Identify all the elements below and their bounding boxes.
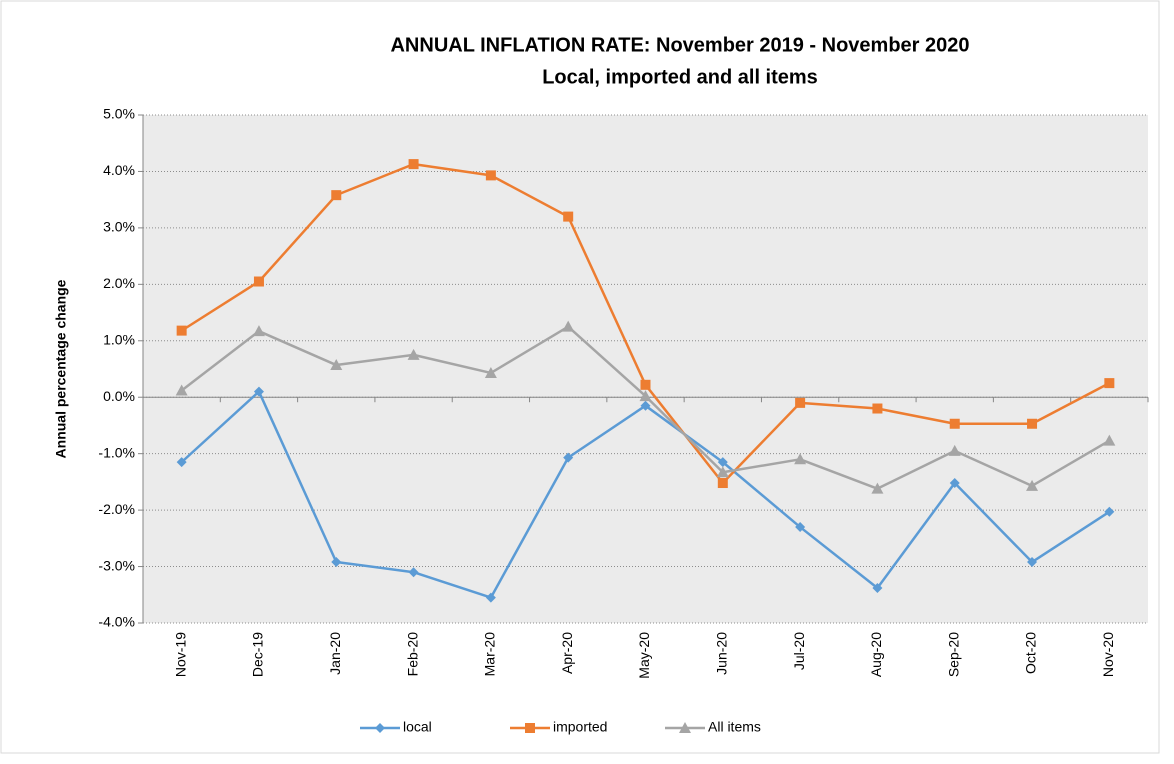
data-point <box>640 400 651 411</box>
data-point <box>1103 434 1116 446</box>
x-tick-label: Jun-20 <box>714 632 730 675</box>
x-tick-label: Aug-20 <box>868 632 884 677</box>
x-tick-label: Jul-20 <box>791 632 807 670</box>
chart-title: ANNUAL INFLATION RATE: November 2019 - N… <box>390 34 969 56</box>
y-tick-label: 1.0% <box>103 331 135 347</box>
x-tick-label: Dec-19 <box>250 632 266 677</box>
y-tick-label: -4.0% <box>98 614 135 630</box>
legend-label: imported <box>553 719 607 735</box>
x-tick-label: Nov-19 <box>172 632 188 677</box>
legend-label: local <box>403 719 432 735</box>
data-point <box>253 276 264 287</box>
data-point <box>331 190 342 201</box>
data-point <box>331 557 342 568</box>
data-point <box>562 320 575 332</box>
data-point <box>872 583 883 594</box>
y-tick-label: -1.0% <box>98 444 135 460</box>
data-point <box>253 386 264 397</box>
y-tick-label: 4.0% <box>103 162 135 178</box>
data-point <box>640 379 651 390</box>
data-point <box>1026 479 1039 491</box>
data-point <box>176 457 187 468</box>
y-tick-label: 0.0% <box>103 388 135 404</box>
x-tick-label: Jan-20 <box>327 632 343 675</box>
chart-subtitle: Local, imported and all items <box>542 66 818 88</box>
x-tick-label: Mar-20 <box>482 632 498 677</box>
legend-marker <box>375 723 385 733</box>
data-point <box>872 403 883 414</box>
data-point <box>1104 378 1115 389</box>
data-point <box>252 325 265 337</box>
data-point <box>563 452 574 463</box>
data-point <box>795 397 806 408</box>
y-tick-label: 2.0% <box>103 275 135 291</box>
data-point <box>639 390 652 402</box>
data-point <box>1027 557 1038 568</box>
y-tick-label: -3.0% <box>98 557 135 573</box>
x-tick-label: May-20 <box>636 632 652 679</box>
data-point <box>1104 506 1115 517</box>
data-point <box>330 359 343 371</box>
data-point <box>871 482 884 494</box>
data-point <box>717 457 728 468</box>
data-point <box>485 592 496 603</box>
x-tick-label: Feb-20 <box>404 632 420 677</box>
data-point <box>949 418 960 429</box>
data-point <box>795 522 806 533</box>
x-tick-label: Nov-20 <box>1100 632 1116 677</box>
data-point <box>949 478 960 489</box>
data-point <box>563 211 574 222</box>
y-tick-label: 5.0% <box>103 106 135 122</box>
data-point <box>408 567 419 578</box>
legend-marker <box>679 722 691 733</box>
data-point <box>407 348 420 360</box>
y-tick-label: 3.0% <box>103 219 135 235</box>
x-tick-label: Oct-20 <box>1023 632 1039 674</box>
data-point <box>1027 418 1038 429</box>
data-point <box>484 366 497 378</box>
legend-marker <box>525 723 535 733</box>
plot-area <box>143 115 1148 623</box>
data-point <box>716 466 729 478</box>
data-point <box>948 444 961 456</box>
x-tick-label: Apr-20 <box>559 632 575 674</box>
data-point <box>408 159 419 170</box>
x-tick-label: Sep-20 <box>945 632 961 677</box>
data-point <box>717 478 728 489</box>
y-axis-title: Annual percentage change <box>53 279 69 458</box>
legend-label: All items <box>708 719 761 735</box>
data-point <box>176 325 187 336</box>
data-point <box>485 170 496 181</box>
data-point <box>794 453 807 465</box>
y-tick-label: -2.0% <box>98 501 135 517</box>
data-point <box>175 384 188 396</box>
